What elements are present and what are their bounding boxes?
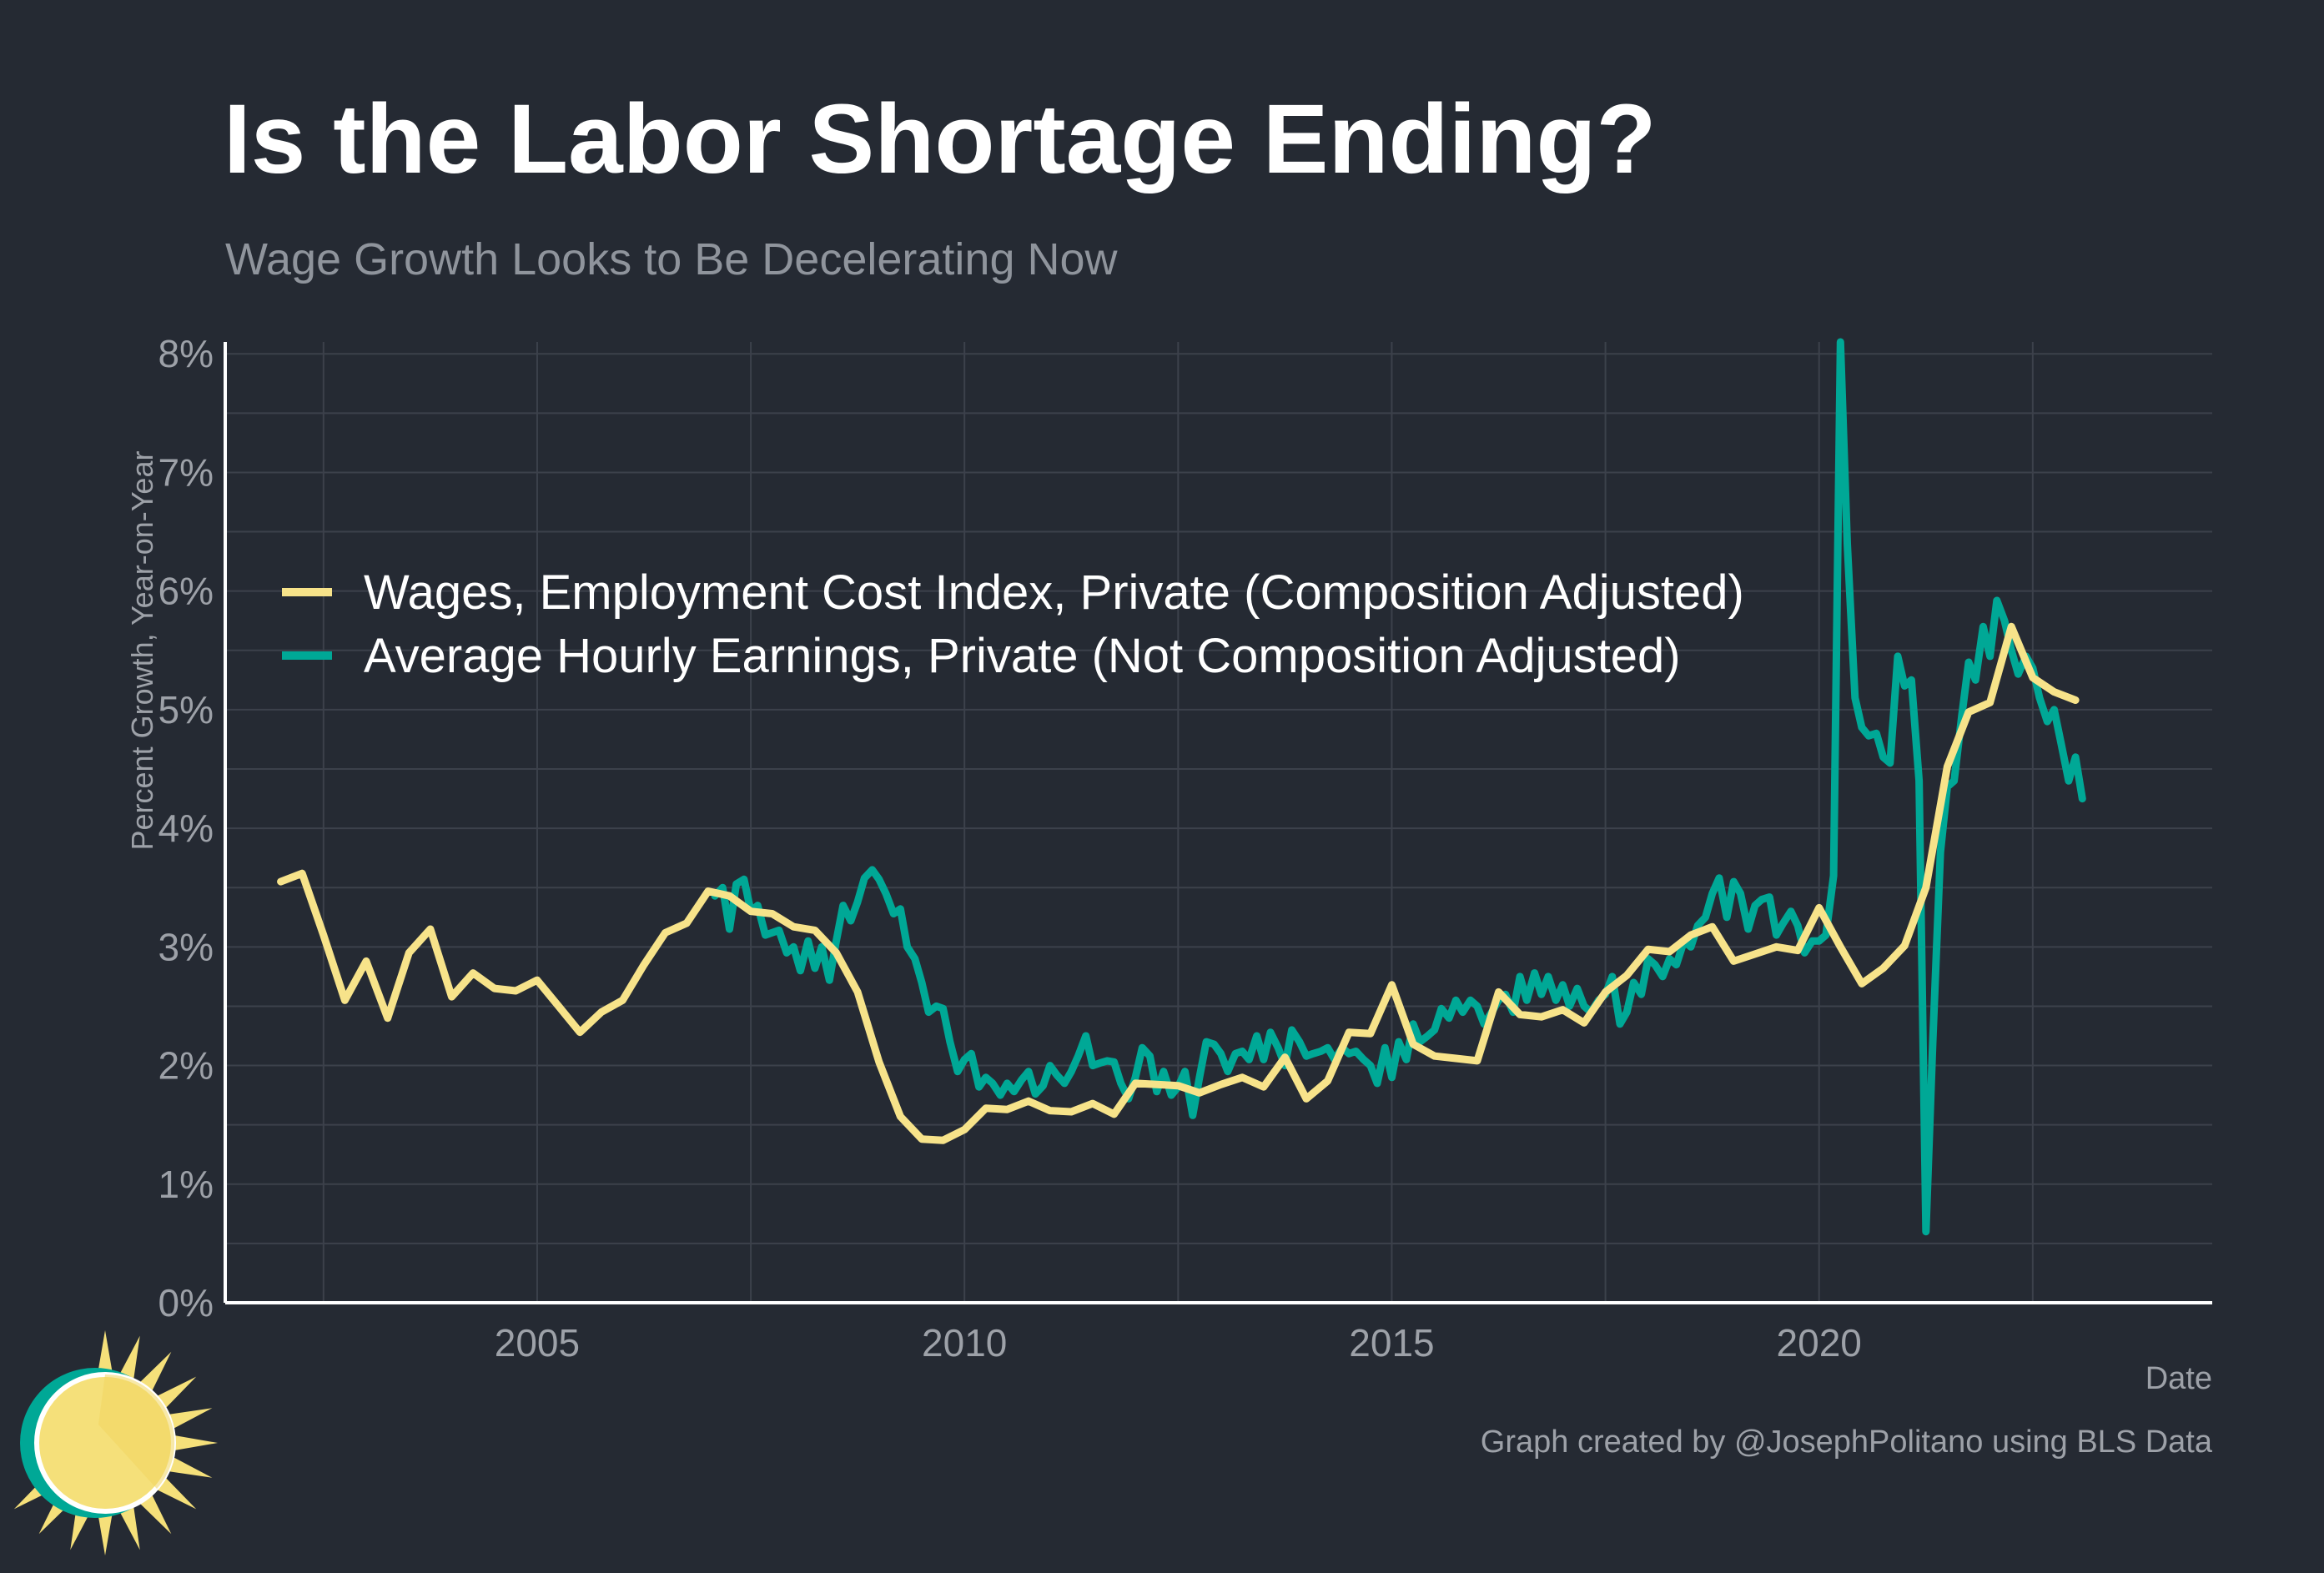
y-tick-label: 8% bbox=[158, 332, 214, 375]
sun-rays-icon bbox=[13, 1330, 218, 1555]
sun-ray-icon bbox=[137, 1351, 172, 1395]
sun-ray-icon bbox=[97, 1509, 113, 1555]
x-tick-label: 2005 bbox=[495, 1321, 580, 1364]
sun-ray-icon bbox=[118, 1335, 140, 1383]
series-lines bbox=[277, 338, 2086, 1236]
y-tick-label: 7% bbox=[158, 450, 214, 494]
x-tick-label: 2020 bbox=[1777, 1321, 1862, 1364]
y-tick-label: 0% bbox=[158, 1281, 214, 1324]
sun-ray-icon bbox=[153, 1475, 197, 1510]
x-tick-label: 2015 bbox=[1349, 1321, 1434, 1364]
source-caption: Graph created by @JosephPolitano using B… bbox=[1480, 1425, 2212, 1460]
y-tick-label: 1% bbox=[158, 1163, 214, 1206]
logo-sun-shade-icon bbox=[98, 1374, 175, 1489]
legend-label-eci: Wages, Employment Cost Index, Private (C… bbox=[364, 565, 1744, 620]
tick-labels: 0% 1% 2% 3% 4% 5% 6% 7% 8% 2005 2010 2015 2020 bbox=[158, 332, 1862, 1364]
legend: Wages, Employment Cost Index, Private (C… bbox=[282, 565, 1744, 683]
y-tick-label: 6% bbox=[158, 570, 214, 613]
sun-logo-icon bbox=[13, 1330, 218, 1555]
series-line-eci bbox=[277, 622, 2080, 1144]
sun-ray-icon bbox=[97, 1330, 113, 1377]
sun-ray-icon bbox=[171, 1435, 218, 1451]
y-tick-label: 3% bbox=[158, 925, 214, 968]
sun-ray-icon bbox=[118, 1503, 140, 1550]
axes bbox=[224, 342, 2212, 1304]
sun-ray-icon bbox=[165, 1408, 213, 1430]
legend-label-ahe: Average Hourly Earnings, Private (Not Co… bbox=[364, 629, 1681, 683]
sun-ray-icon bbox=[153, 1376, 197, 1411]
series-line-ahe bbox=[711, 338, 2086, 1236]
y-tick-label: 4% bbox=[158, 807, 214, 850]
y-tick-label: 2% bbox=[158, 1044, 214, 1088]
sun-ray-icon bbox=[137, 1491, 172, 1535]
chart-subtitle: Wage Growth Looks to Be Decelerating Now bbox=[225, 234, 1118, 284]
x-tick-label: 2010 bbox=[922, 1321, 1007, 1364]
chart-title: Is the Labor Shortage Ending? bbox=[224, 84, 1657, 194]
x-axis-title: Date bbox=[2145, 1361, 2212, 1396]
sun-ray-icon bbox=[165, 1455, 213, 1478]
grid-lines bbox=[225, 342, 2212, 1303]
y-tick-label: 5% bbox=[158, 688, 214, 731]
